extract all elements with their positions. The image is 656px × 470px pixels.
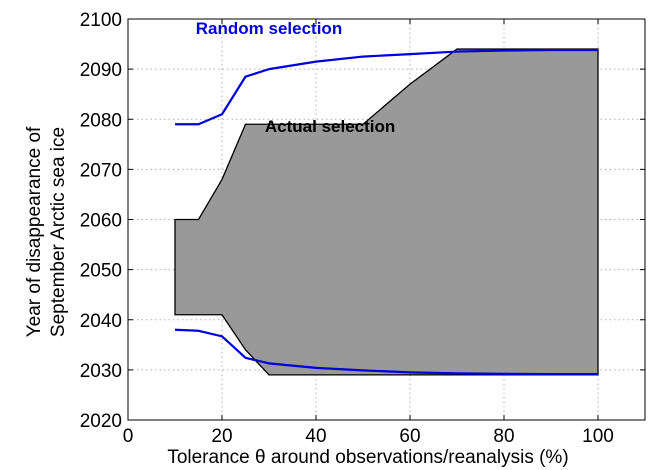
y-tick-label-2100: 2100 bbox=[80, 10, 122, 31]
x-axis-label: Tolerance θ around observations/reanalys… bbox=[167, 447, 568, 468]
annotation-random-selection: Random selection bbox=[196, 19, 342, 38]
plot-series bbox=[174, 48, 599, 376]
random-selection-lower-line bbox=[174, 328, 598, 376]
y-tick-label-2020: 2020 bbox=[80, 411, 122, 432]
series-annotations: Random selection Actual selection bbox=[196, 19, 395, 136]
actual-selection-band bbox=[174, 48, 599, 376]
x-tick-label-20: 20 bbox=[211, 426, 232, 447]
tick-labels: 0 20 40 60 80 1002020203020402050206020702080… bbox=[80, 10, 614, 447]
y-axis-label-line-1: Year of disappearance of bbox=[24, 126, 45, 337]
y-axis-label-line-2: September Arctic sea ice bbox=[48, 127, 69, 337]
y-tick-label-2080: 2080 bbox=[80, 110, 122, 131]
x-tick-label-40: 40 bbox=[305, 426, 326, 447]
x-tick-label-60: 60 bbox=[399, 426, 420, 447]
annotation-actual-selection: Actual selection bbox=[265, 117, 395, 136]
plot-axes bbox=[127, 18, 646, 421]
y-tick-label-2050: 2050 bbox=[80, 261, 122, 282]
y-tick-label-2060: 2060 bbox=[80, 211, 122, 232]
y-tick-label-2070: 2070 bbox=[80, 160, 122, 181]
x-tick-label-100: 100 bbox=[582, 426, 614, 447]
x-tick-label-0: 0 bbox=[123, 426, 134, 447]
x-tick-label-80: 80 bbox=[493, 426, 514, 447]
y-tick-label-2030: 2030 bbox=[80, 361, 122, 382]
y-tick-label-2040: 2040 bbox=[80, 311, 122, 332]
random-selection-upper-line bbox=[175, 48, 598, 126]
y-tick-label-2090: 2090 bbox=[80, 60, 122, 81]
